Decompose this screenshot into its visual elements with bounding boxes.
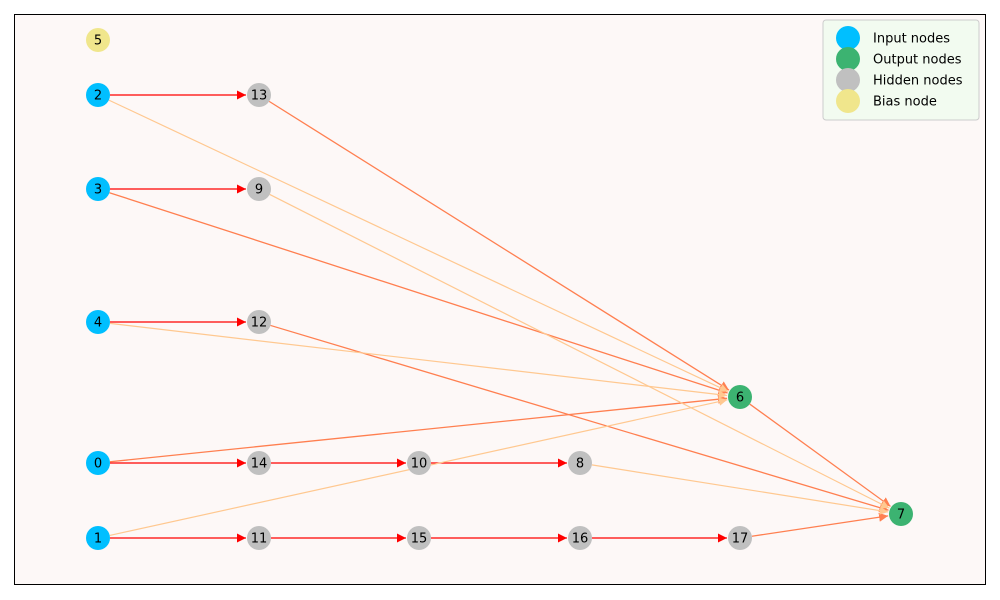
node-circle-output: [728, 385, 752, 409]
edges-layer: [108, 90, 891, 543]
edge-0-to-6: [109, 394, 728, 463]
node-8: 8: [568, 451, 592, 475]
legend-label: Hidden nodes: [873, 74, 963, 89]
node-circle-hidden: [407, 451, 431, 475]
node-circle-hidden: [407, 526, 431, 550]
node-circle-bias: [86, 28, 110, 52]
legend-swatch-hidden: [836, 68, 860, 92]
legend-swatch-input: [836, 26, 860, 50]
edge-9-to-7: [269, 193, 890, 509]
edge-12-to-7: [270, 324, 889, 513]
node-10: 10: [407, 451, 431, 475]
legend-swatch-output: [836, 47, 860, 71]
node-circle-input: [86, 83, 110, 107]
node-label: 8: [576, 457, 584, 472]
node-1: 1: [86, 526, 110, 550]
node-0: 0: [86, 451, 110, 475]
node-label: 7: [897, 508, 905, 523]
node-label: 4: [94, 316, 102, 331]
node-6: 6: [728, 385, 752, 409]
node-label: 15: [411, 532, 428, 547]
node-12: 12: [247, 310, 271, 334]
node-15: 15: [407, 526, 431, 550]
node-circle-hidden: [247, 83, 271, 107]
legend-item-output: Output nodes: [836, 47, 962, 71]
node-16: 16: [568, 526, 592, 550]
node-circle-input: [86, 526, 110, 550]
node-circle-hidden: [568, 526, 592, 550]
legend-label: Bias node: [873, 95, 937, 110]
edge-17-to-7: [751, 512, 889, 537]
node-label: 13: [251, 89, 268, 104]
edge-8-to-7: [591, 464, 889, 515]
node-5: 5: [86, 28, 110, 52]
node-label: 2: [94, 89, 102, 104]
node-label: 14: [251, 457, 268, 472]
edge-3-to-6: [109, 192, 728, 395]
node-label: 17: [732, 532, 749, 547]
legend-items: Input nodes Output nodes Hidden nodes Bias …: [836, 26, 963, 113]
node-label: 6: [736, 391, 744, 406]
node-label: 9: [255, 183, 263, 198]
node-3: 3: [86, 177, 110, 201]
legend-label: Output nodes: [873, 53, 962, 68]
node-label: 0: [94, 457, 102, 472]
node-13: 13: [247, 83, 271, 107]
node-2: 2: [86, 83, 110, 107]
node-circle-hidden: [247, 177, 271, 201]
node-11: 11: [247, 526, 271, 550]
legend-box: [822, 19, 980, 121]
node-9: 9: [247, 177, 271, 201]
node-label: 5: [94, 34, 102, 49]
node-4: 4: [86, 310, 110, 334]
node-circle-input: [86, 310, 110, 334]
node-circle-hidden: [247, 526, 271, 550]
legend: Input nodes Output nodes Hidden nodes Bias …: [822, 19, 980, 121]
legend-item-hidden: Hidden nodes: [836, 68, 963, 92]
legend-item-bias: Bias node: [836, 89, 937, 113]
node-circle-hidden: [247, 451, 271, 475]
node-circle-hidden: [247, 310, 271, 334]
node-14: 14: [247, 451, 271, 475]
node-7: 7: [889, 502, 913, 526]
node-label: 10: [411, 457, 428, 472]
node-circle-input: [86, 177, 110, 201]
node-label: 12: [251, 316, 268, 331]
nodes-layer: 5 2 3 4 0 1 13 9 12 14 11 10 15 8 16 17 6 7: [86, 28, 913, 550]
node-label: 3: [94, 183, 102, 198]
node-label: 11: [251, 532, 268, 547]
legend-label: Input nodes: [873, 32, 950, 47]
node-label: 16: [572, 532, 589, 547]
edge-4-to-6: [109, 322, 728, 399]
edge-6-to-7: [749, 403, 891, 507]
node-17: 17: [728, 526, 752, 550]
node-label: 1: [94, 532, 102, 547]
node-circle-input: [86, 451, 110, 475]
node-circle-output: [889, 502, 913, 526]
node-circle-hidden: [728, 526, 752, 550]
edge-13-to-6: [268, 100, 730, 391]
legend-swatch-bias: [836, 89, 860, 113]
node-circle-hidden: [568, 451, 592, 475]
edge-2-to-6: [108, 99, 729, 393]
legend-item-input: Input nodes: [836, 26, 950, 50]
